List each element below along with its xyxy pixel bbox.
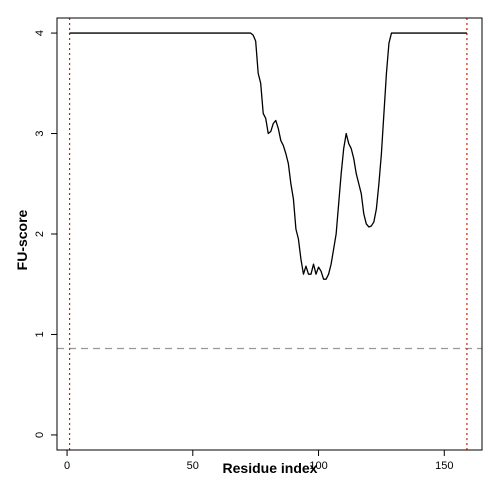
- plot-layer: [57, 18, 482, 450]
- x-axis-title: Residue index: [223, 460, 318, 476]
- y-axis-title: FU-score: [14, 209, 30, 270]
- y-tick-label-0: 0: [34, 432, 46, 438]
- y-tick-label-1: 1: [34, 331, 46, 337]
- x-tick-label-150: 150: [435, 460, 453, 472]
- y-tick-label-4: 4: [34, 30, 46, 36]
- y-tick-label-3: 3: [34, 130, 46, 136]
- series-line-1: [69, 32, 467, 280]
- y-tick-label-2: 2: [34, 231, 46, 237]
- x-tick-label-50: 50: [187, 460, 199, 472]
- x-tick-label-100: 100: [309, 460, 327, 472]
- axis-layer: 0 50 100 150 0 1 2 3 4: [34, 17, 483, 472]
- plot-frame: [56, 17, 483, 451]
- x-tick-label-0: 0: [64, 460, 70, 472]
